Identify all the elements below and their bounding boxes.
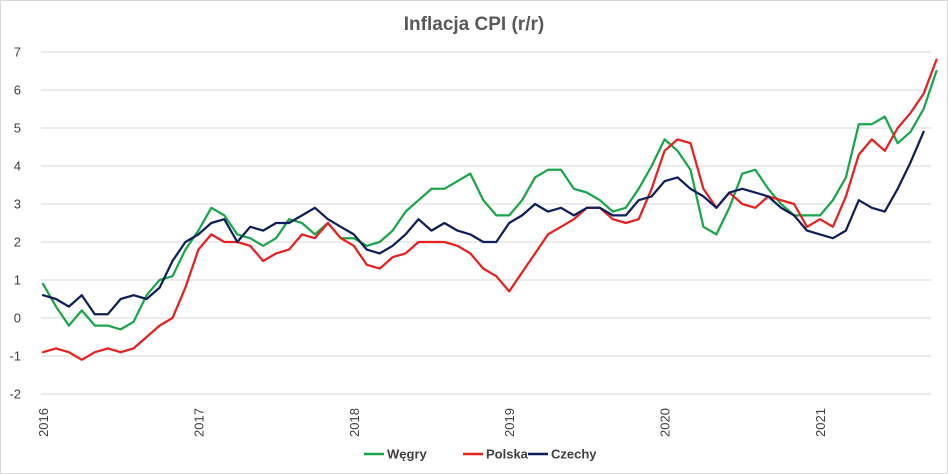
series-line-czechy (41, 130, 925, 316)
legend-label: Czechy (551, 447, 597, 462)
y-tick-label: 6 (14, 83, 21, 98)
y-tick-label: -2 (9, 387, 21, 402)
y-tick-label: 4 (14, 159, 21, 174)
x-tick-label: 2020 (658, 408, 673, 437)
legend-label: Polska (486, 447, 529, 462)
y-tick-label: 7 (14, 45, 21, 60)
chart-title: Inflacja CPI (r/r) (404, 14, 544, 35)
y-tick-label: 3 (14, 197, 21, 212)
y-axis-tick-labels: -2 -1 0 1 2 3 4 5 6 7 (9, 45, 21, 402)
x-tick-label: 2021 (813, 408, 828, 437)
y-tick-label: 0 (14, 311, 21, 326)
x-axis-tick-labels: 2016 2017 2018 2019 2020 2021 (36, 408, 828, 437)
series-line-polska (41, 58, 938, 361)
y-tick-label: 1 (14, 273, 21, 288)
y-tick-label: -1 (9, 349, 21, 364)
y-tick-label: 2 (14, 235, 21, 250)
gridlines (41, 51, 931, 395)
series-lines (41, 58, 938, 361)
x-tick-label: 2019 (502, 408, 517, 437)
series-line-węgry (41, 69, 938, 331)
x-tick-label: 2018 (347, 408, 362, 437)
y-tick-label: 5 (14, 121, 21, 136)
legend-label: Węgry (387, 447, 428, 462)
x-tick-label: 2016 (36, 408, 51, 437)
x-tick-label: 2017 (191, 408, 206, 437)
legend: Węgry Polska Czechy (364, 447, 597, 462)
